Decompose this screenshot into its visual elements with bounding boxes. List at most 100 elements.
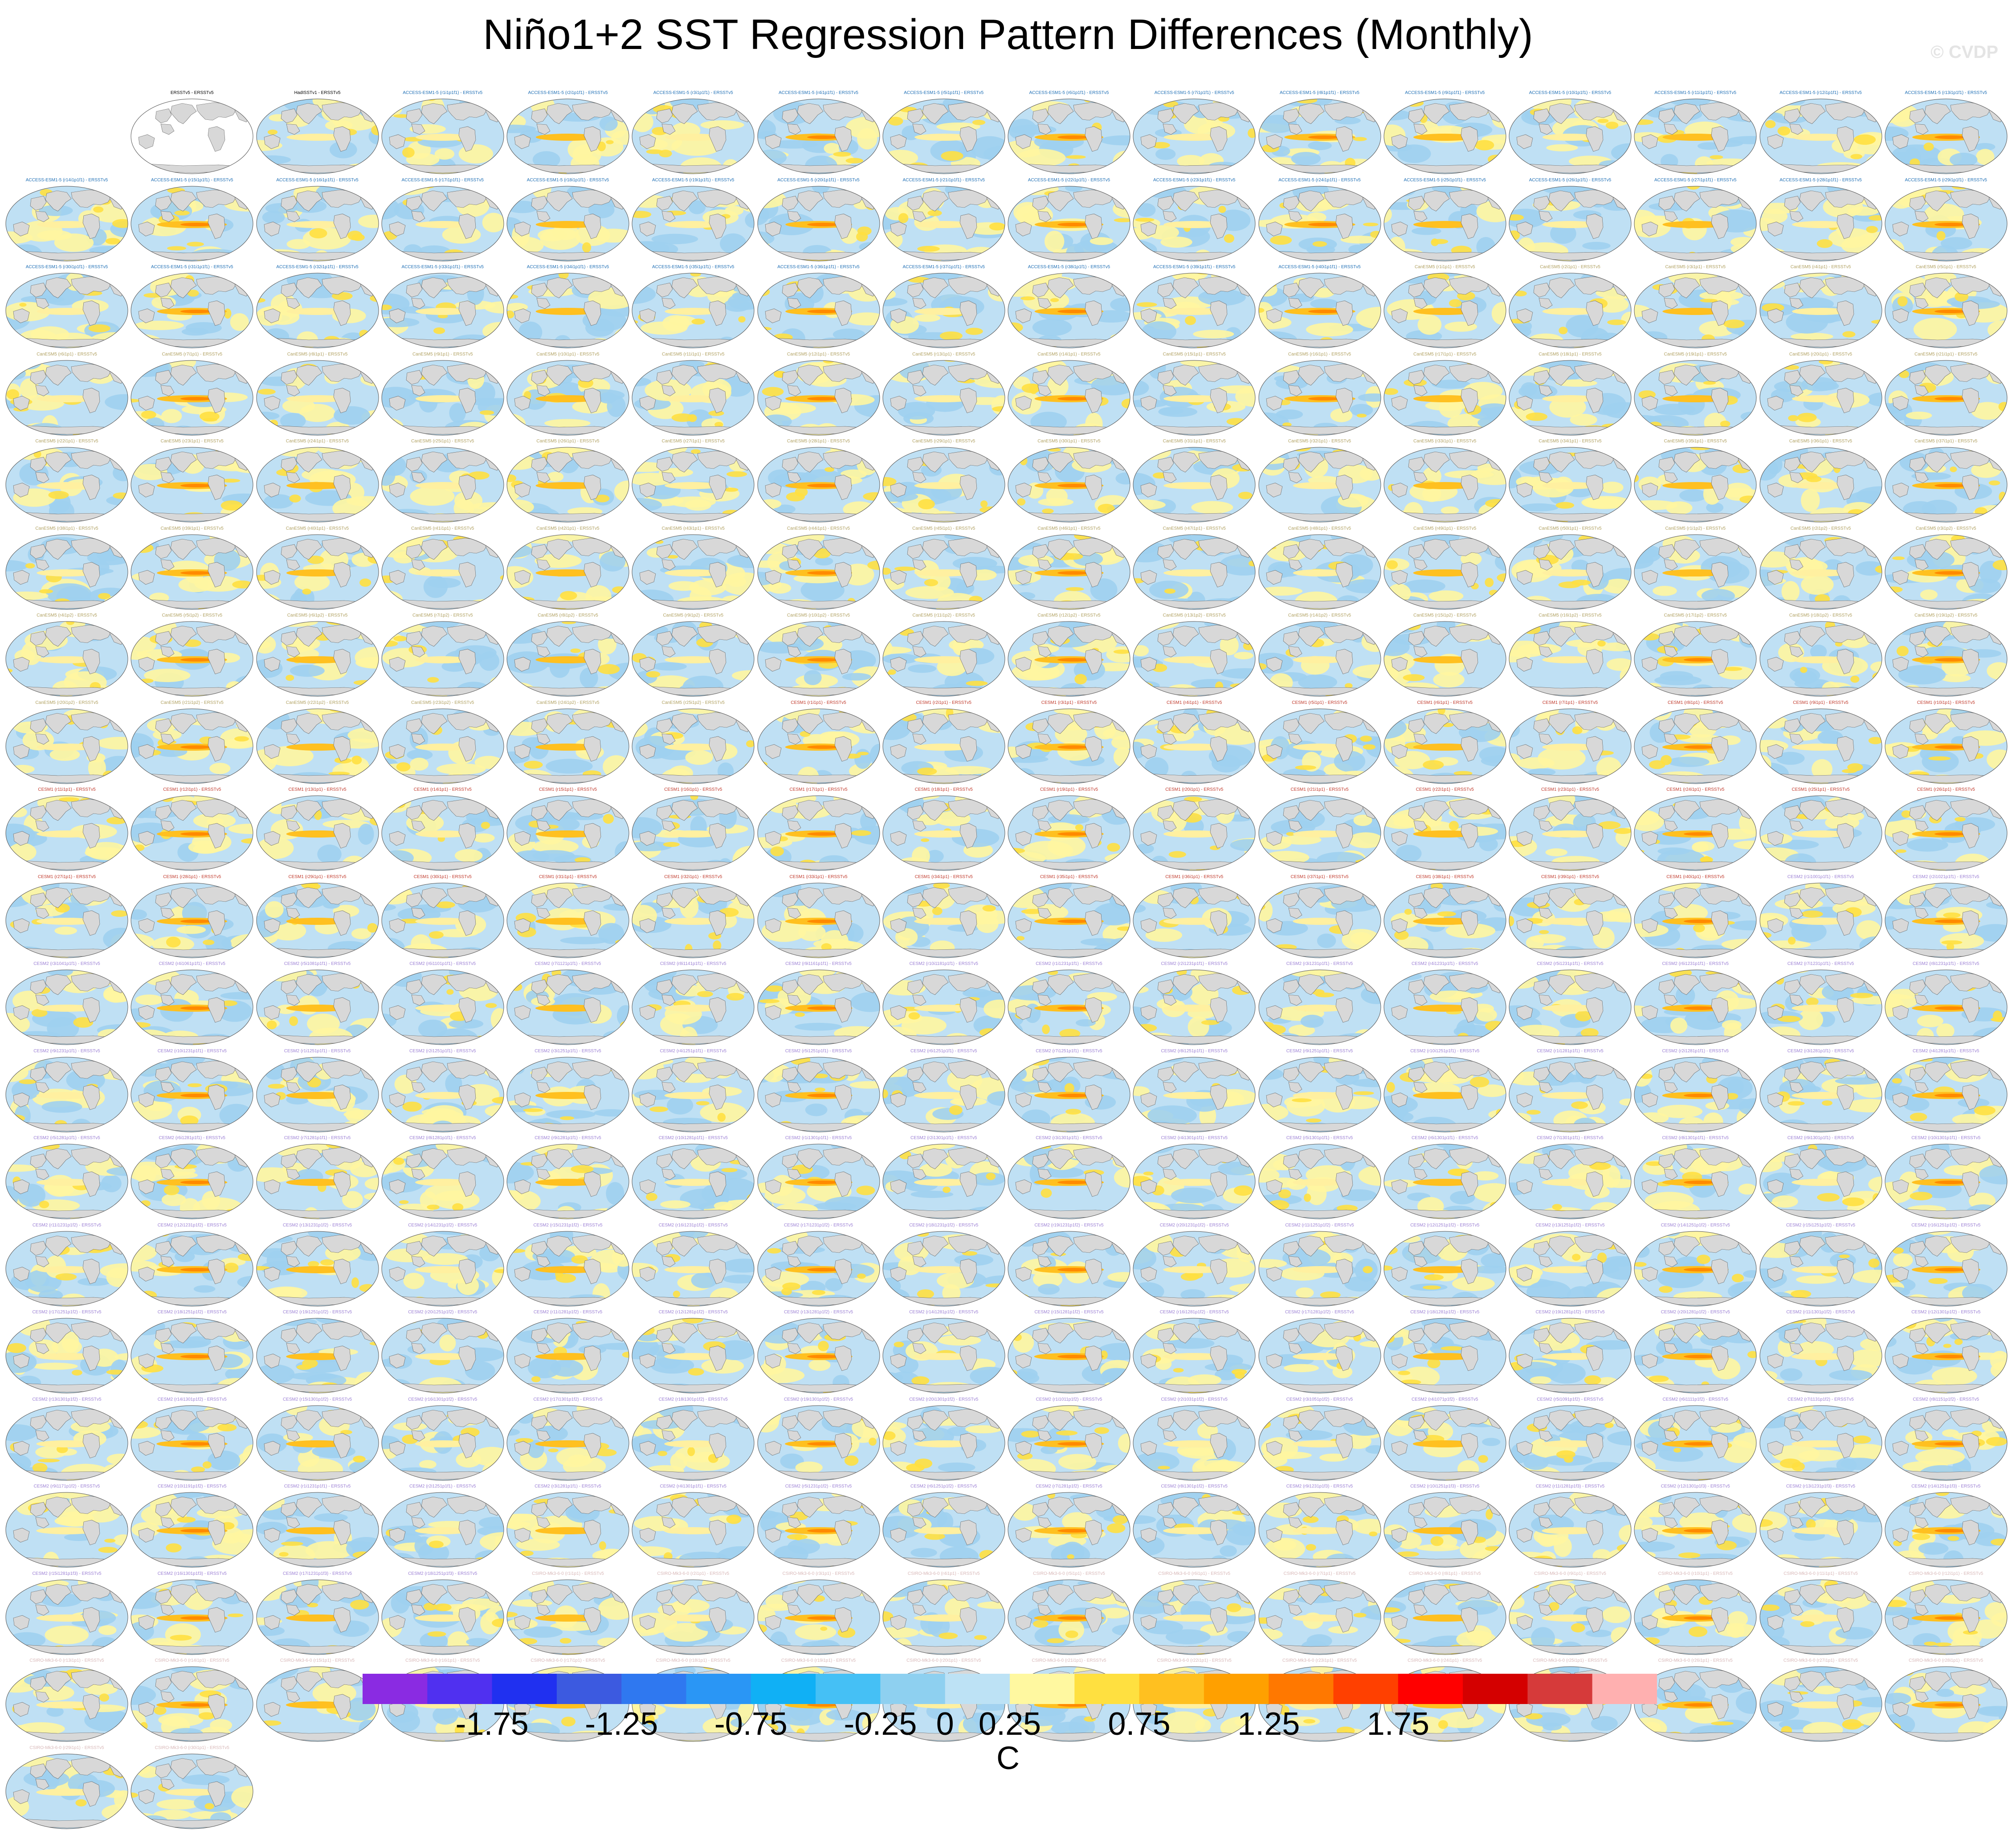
ocean-map [380,1316,505,1394]
panel-title: CESM1 (r3i1p1) - ERSSTv5 [1007,699,1131,707]
ocean-map [756,1404,881,1482]
panel-title: CESM1 (r25i1p1) - ERSSTv5 [1759,786,1883,794]
map-panel: ACCESS-ESM1-5 (r28i1p1f1) - ERSSTv5 [1759,176,1883,263]
ocean-map [1508,620,1632,698]
panel-title: CSIRO-Mk3-6-0 (r28i1p1) - ERSSTv5 [1884,1657,2008,1665]
ocean-map [380,707,505,785]
ocean-map [881,1055,1006,1133]
panel-title: ACCESS-ESM1-5 (r13i1p1f1) - ERSSTv5 [1884,89,2008,97]
map-panel: CanESM5 (r21i1p1) - ERSSTv5 [1884,351,2008,437]
panel-title: CESM1 (r22i1p1) - ERSSTv5 [1383,786,1507,794]
map-panel: CESM2 (r16i1251p1f2) - ERSSTv5 [1884,1222,2008,1308]
map-panel: CESM2 (r18i1301p1f2) - ERSSTv5 [631,1396,755,1483]
map-panel: CESM2 (r4i1231p1f1) - ERSSTv5 [1383,960,1507,1047]
panel-title: CSIRO-Mk3-6-0 (r13i1p1) - ERSSTv5 [4,1657,129,1665]
colorbar-swatch [557,1674,622,1704]
ocean-map [1884,533,2008,611]
map-panel: CanESM5 (r49i1p1) - ERSSTv5 [1383,525,1507,612]
map-panel: CanESM5 (r1i1p1) - ERSSTv5 [1383,263,1507,350]
ocean-map [255,1230,380,1308]
map-panel: CanESM5 (r8i1p1) - ERSSTv5 [255,351,380,437]
panel-title: CanESM5 (r30i1p1) - ERSSTv5 [1007,437,1131,445]
map-panel: CESM2 (r10i1191p1f2) - ERSSTv5 [130,1483,254,1569]
panel-title: CSIRO-Mk3-6-0 (r25i1p1) - ERSSTv5 [1508,1657,1632,1665]
colorbar-swatch [492,1674,557,1704]
map-panel: CESM2 (r4i1071p1f2) - ERSSTv5 [1383,1396,1507,1483]
ocean-map [1132,1578,1257,1656]
panel-title: ACCESS-ESM1-5 (r11i1p1f1) - ERSSTv5 [1633,89,1758,97]
ocean-map [756,1230,881,1308]
colorbar-tick: -1.25 [585,1706,658,1742]
map-panel: CESM2 (r3i1301p1f1) - ERSSTv5 [1007,1134,1131,1221]
ocean-map [255,97,380,175]
map-panel: CESM2 (r2i1251p1f1) - ERSSTv5 [380,1047,505,1134]
panel-title: CESM1 (r8i1p1) - ERSSTv5 [1633,699,1758,707]
map-panel: CESM2 (r11i1251p1f2) - ERSSTv5 [1257,1222,1382,1308]
ocean-map [881,97,1006,175]
ocean-map [255,445,380,523]
ocean-map [756,794,881,872]
ocean-map [1132,881,1257,959]
ocean-map [1007,968,1131,1046]
map-panel: CESM2 (r9i1161p1f1) - ERSSTv5 [756,960,881,1047]
ocean-map [1633,794,1758,872]
panel-title: CSIRO-Mk3-6-0 (r22i1p1) - ERSSTv5 [1132,1657,1257,1665]
ocean-map [1884,359,2008,437]
panel-title: CESM1 (r9i1p1) - ERSSTv5 [1759,699,1883,707]
panel-title: CESM2 (r20i1231p1f2) - ERSSTv5 [1132,1222,1257,1230]
ocean-map [1884,1578,2008,1656]
map-panel: ACCESS-ESM1-5 (r2i1p1f1) - ERSSTv5 [506,89,630,176]
panel-title: CESM1 (r24i1p1) - ERSSTv5 [1633,786,1758,794]
panel-title: CESM1 (r19i1p1) - ERSSTv5 [1007,786,1131,794]
ocean-map [1007,184,1131,262]
panel-title: CESM2 (r6i1111p1f2) - ERSSTv5 [1633,1396,1758,1404]
map-panel: CSIRO-Mk3-6-0 (r8i1p1) - ERSSTv5 [1383,1570,1507,1657]
map-panel: CESM1 (r27i1p1) - ERSSTv5 [4,873,129,960]
panel-title: CESM2 (r11i1251p1f2) - ERSSTv5 [1257,1222,1382,1230]
ocean-map [1383,1142,1507,1220]
map-panel: CESM1 (r7i1p1) - ERSSTv5 [1508,699,1632,786]
ocean-map [255,881,380,959]
ocean-map [1257,1404,1382,1482]
panel-title: CSIRO-Mk3-6-0 (r20i1p1) - ERSSTv5 [881,1657,1006,1665]
ocean-map [4,1055,129,1133]
panel-title: CSIRO-Mk3-6-0 (r11i1p1) - ERSSTv5 [1759,1570,1883,1578]
panel-title: CESM2 (r16i1281p1f2) - ERSSTv5 [1132,1308,1257,1316]
map-panel: CanESM5 (r17i1p1) - ERSSTv5 [1383,351,1507,437]
panel-title: ACCESS-ESM1-5 (r2i1p1f1) - ERSSTv5 [506,89,630,97]
panel-title: CanESM5 (r18i1p1) - ERSSTv5 [1508,351,1632,359]
ocean-map [1759,1491,1883,1569]
map-panel: CanESM5 (r13i1p1) - ERSSTv5 [881,351,1006,437]
map-panel: CESM2 (r10i1301p1f1) - ERSSTv5 [1884,1134,2008,1221]
ocean-map [506,359,630,437]
panel-title: CESM2 (r15i1281p1f3) - ERSSTv5 [4,1570,129,1578]
panel-title: CanESM5 (r15i1p1) - ERSSTv5 [1132,351,1257,359]
ocean-map [4,1491,129,1569]
map-panel: CESM2 (r2i1021p1f1) - ERSSTv5 [1884,873,2008,960]
panel-title: ACCESS-ESM1-5 (r26i1p1f1) - ERSSTv5 [1508,176,1632,184]
ocean-map [255,1142,380,1220]
map-panel: CESM2 (r2i1281p1f1) - ERSSTv5 [1633,1047,1758,1134]
ocean-map [4,968,129,1046]
ocean-map [881,1491,1006,1569]
ocean-map [1884,1230,2008,1308]
panel-title: ERSSTv5 - ERSSTv5 [130,89,254,97]
ocean-map [1508,97,1632,175]
panel-title: CESM2 (r17i1231p1f2) - ERSSTv5 [756,1222,881,1230]
panel-title: CanESM5 (r23i1p1) - ERSSTv5 [130,437,254,445]
ocean-map [631,271,755,349]
panel-title: CESM2 (r17i1231p1f3) - ERSSTv5 [255,1570,380,1578]
map-panel: CESM2 (r3i1281p1f1) - ERSSTv5 [1759,1047,1883,1134]
ocean-map [4,620,129,698]
ocean-map [1633,1055,1758,1133]
panel-title: CanESM5 (r14i1p2) - ERSSTv5 [1257,612,1382,620]
panel-title: CESM2 (r6i1231p1f1) - ERSSTv5 [1633,960,1758,968]
ocean-map [1884,1491,2008,1569]
panel-title: CESM2 (r17i1301p1f2) - ERSSTv5 [506,1396,630,1404]
ocean-map [1132,359,1257,437]
map-panel: CanESM5 (r5i1p2) - ERSSTv5 [130,612,254,699]
map-panel: CESM2 (r2i1231p1f1) - ERSSTv5 [1132,960,1257,1047]
ocean-map [1759,359,1883,437]
panel-title: CESM2 (r5i1231p1f1) - ERSSTv5 [1508,960,1632,968]
ocean-map [631,1316,755,1394]
